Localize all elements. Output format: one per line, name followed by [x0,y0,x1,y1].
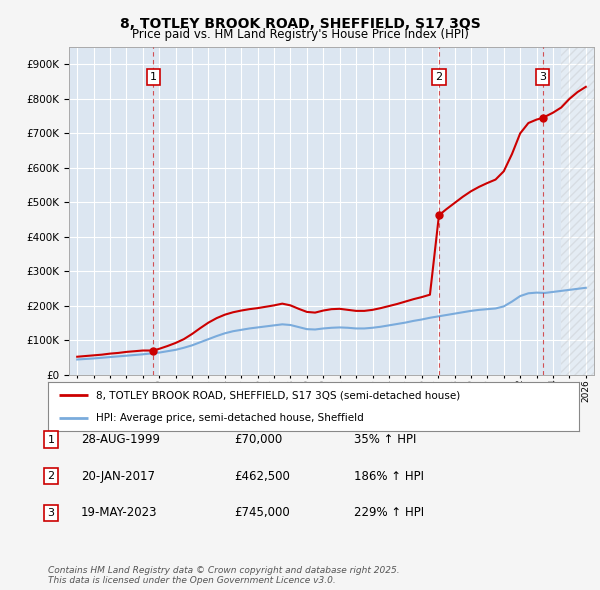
Text: 1: 1 [150,71,157,81]
Text: £745,000: £745,000 [234,506,290,519]
Text: £70,000: £70,000 [234,433,282,446]
Text: 28-AUG-1999: 28-AUG-1999 [81,433,160,446]
Text: 229% ↑ HPI: 229% ↑ HPI [354,506,424,519]
Text: Price paid vs. HM Land Registry's House Price Index (HPI): Price paid vs. HM Land Registry's House … [131,28,469,41]
Text: 20-JAN-2017: 20-JAN-2017 [81,470,155,483]
Text: 8, TOTLEY BROOK ROAD, SHEFFIELD, S17 3QS: 8, TOTLEY BROOK ROAD, SHEFFIELD, S17 3QS [119,17,481,31]
Text: Contains HM Land Registry data © Crown copyright and database right 2025.
This d: Contains HM Land Registry data © Crown c… [48,566,400,585]
Text: 186% ↑ HPI: 186% ↑ HPI [354,470,424,483]
Text: £462,500: £462,500 [234,470,290,483]
Text: 2: 2 [47,471,55,481]
Text: 3: 3 [539,71,547,81]
Text: 3: 3 [47,508,55,517]
Text: 19-MAY-2023: 19-MAY-2023 [81,506,157,519]
Text: 1: 1 [47,435,55,444]
Text: 8, TOTLEY BROOK ROAD, SHEFFIELD, S17 3QS (semi-detached house): 8, TOTLEY BROOK ROAD, SHEFFIELD, S17 3QS… [96,391,460,401]
Bar [561,47,600,375]
Text: 2: 2 [436,71,443,81]
Text: HPI: Average price, semi-detached house, Sheffield: HPI: Average price, semi-detached house,… [96,412,364,422]
Text: 35% ↑ HPI: 35% ↑ HPI [354,433,416,446]
